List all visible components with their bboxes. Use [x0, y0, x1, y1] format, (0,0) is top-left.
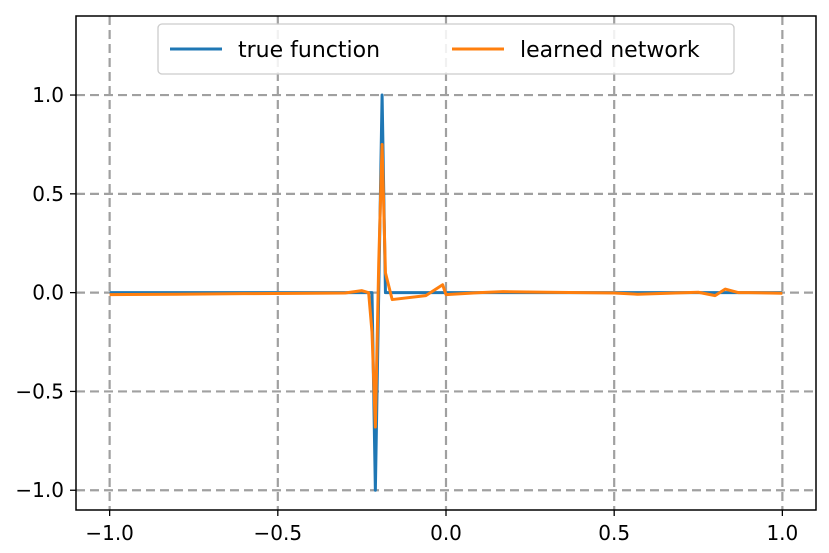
y-tick-label: −1.0 — [15, 478, 64, 502]
legend-box — [157, 23, 735, 75]
x-tick-label: −1.0 — [85, 521, 134, 545]
x-tick-label: 0.5 — [598, 521, 630, 545]
axis-ticks: −1.0 −0.5 0.0 0.5 1.0 −1.0 −0.5 0.0 0.5 1.0 — [15, 83, 798, 545]
series-line-1 — [109, 142, 783, 429]
y-tick-label: −0.5 — [15, 379, 64, 403]
series-lines — [109, 93, 783, 492]
y-tick-label: 1.0 — [32, 83, 64, 107]
grid-lines — [76, 16, 816, 510]
x-tick-label: 0.0 — [430, 521, 462, 545]
legend-label-1: learned network — [520, 38, 700, 63]
x-tick-label: 1.0 — [766, 521, 798, 545]
legend-label-0: true function — [238, 38, 380, 63]
y-tick-label: 0.5 — [32, 182, 64, 206]
x-tick-label: −0.5 — [254, 521, 303, 545]
legend: true function learned network — [157, 23, 735, 75]
y-tick-label: 0.0 — [32, 281, 64, 305]
